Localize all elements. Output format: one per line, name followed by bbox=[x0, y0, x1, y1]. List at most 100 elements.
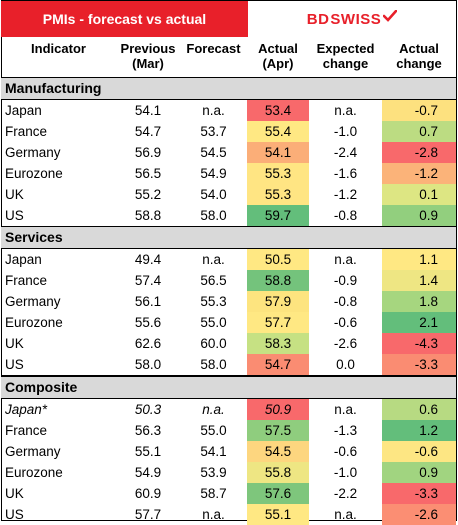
cell-expected-change: n.a. bbox=[334, 251, 357, 267]
table-row: France 57.4 56.5 58.8 -0.9 1.4 bbox=[1, 269, 456, 291]
table-row: Japan* 50.3 n.a. 50.9 n.a. 0.6 bbox=[1, 398, 456, 420]
title-bar: PMIs - forecast vs actual BD SWISS bbox=[1, 1, 456, 37]
cell-expected-change: -1.6 bbox=[333, 165, 358, 181]
cell-forecast: 60.0 bbox=[200, 335, 227, 351]
cell-actual: 55.8 bbox=[247, 461, 309, 483]
cell-actual: 54.7 bbox=[247, 353, 309, 376]
cell-indicator: Eurozone bbox=[5, 314, 63, 330]
cell-indicator: UK bbox=[5, 186, 24, 202]
cell-actual: 55.4 bbox=[247, 120, 309, 142]
table-row: US 58.8 58.0 59.7 -0.8 0.9 bbox=[1, 204, 456, 226]
section-title: Composite bbox=[1, 374, 456, 399]
cell-indicator: Eurozone bbox=[5, 165, 63, 181]
cell-expected-change: n.a. bbox=[334, 102, 357, 118]
cell-forecast: n.a. bbox=[202, 401, 225, 417]
table-row: Eurozone 54.9 53.9 55.8 -1.0 0.9 bbox=[1, 461, 456, 483]
cell-expected-change: -1.0 bbox=[333, 123, 358, 139]
table-row: France 56.3 55.0 57.5 -1.3 1.2 bbox=[1, 419, 456, 441]
cell-actual-change: 0.9 bbox=[382, 204, 456, 226]
cell-previous: 58.8 bbox=[134, 207, 162, 223]
cell-indicator: Eurozone bbox=[5, 464, 63, 480]
header-expected-line1: Expected bbox=[316, 41, 375, 56]
cell-indicator: France bbox=[5, 123, 48, 139]
cell-forecast: 54.9 bbox=[200, 165, 227, 181]
checkmark-icon bbox=[383, 10, 398, 22]
table-row: US 58.0 58.0 54.7 0.0 -3.3 bbox=[1, 353, 456, 376]
cell-indicator: Japan bbox=[5, 251, 42, 267]
section-header: Composite bbox=[1, 374, 456, 399]
cell-indicator: France bbox=[5, 272, 48, 288]
table-row: France 54.7 53.7 55.4 -1.0 0.7 bbox=[1, 120, 456, 142]
page-title: PMIs - forecast vs actual bbox=[1, 1, 248, 37]
cell-indicator: Germany bbox=[5, 144, 61, 160]
cell-previous: 54.7 bbox=[134, 123, 162, 139]
cell-actual: 50.9 bbox=[247, 398, 309, 420]
cell-previous: 54.1 bbox=[134, 102, 162, 118]
table-row: US 57.7 n.a. 55.1 n.a. -2.6 bbox=[1, 503, 456, 525]
cell-actual: 57.7 bbox=[247, 311, 309, 333]
cell-actual: 58.3 bbox=[247, 332, 309, 354]
cell-expected-change: -2.2 bbox=[333, 485, 358, 501]
cell-forecast: n.a. bbox=[202, 506, 225, 522]
cell-actual-change: 0.9 bbox=[382, 461, 456, 483]
cell-actual-change: 1.2 bbox=[382, 419, 456, 441]
cell-actual: 55.1 bbox=[247, 503, 309, 525]
cell-expected-change: -1.3 bbox=[333, 422, 358, 438]
cell-actual-change: 0.1 bbox=[382, 183, 456, 205]
cell-expected-change: 0.0 bbox=[336, 356, 355, 372]
section-header: Services bbox=[1, 225, 456, 249]
cell-forecast: 56.5 bbox=[200, 272, 227, 288]
cell-forecast: 54.0 bbox=[200, 186, 227, 202]
cell-previous: 62.6 bbox=[134, 335, 162, 351]
cell-indicator: Japan bbox=[5, 102, 42, 118]
table-row: Germany 55.1 54.1 54.5 -0.6 -0.6 bbox=[1, 440, 456, 462]
logo-text-swiss: SWISS bbox=[330, 10, 382, 28]
cell-actual: 59.7 bbox=[247, 204, 309, 226]
cell-indicator: UK bbox=[5, 335, 24, 351]
cell-indicator: Germany bbox=[5, 293, 61, 309]
cell-previous: 56.5 bbox=[134, 165, 162, 181]
section-title: Services bbox=[1, 225, 456, 249]
header-row: Indicator Previous (Mar) Forecast Actual(… bbox=[1, 37, 456, 78]
cell-actual-change: -3.3 bbox=[382, 353, 456, 376]
table-row: UK 60.9 58.7 57.6 -2.2 -3.3 bbox=[1, 482, 456, 504]
cell-forecast: 58.0 bbox=[200, 356, 227, 372]
header-actual: Actual (Apr) bbox=[247, 37, 309, 78]
cell-forecast: 55.0 bbox=[200, 314, 227, 330]
cell-actual: 50.5 bbox=[247, 248, 309, 270]
cell-indicator: UK bbox=[5, 485, 24, 501]
cell-actual: 57.5 bbox=[247, 419, 309, 441]
cell-expected-change: -0.6 bbox=[333, 443, 358, 459]
cell-actual-change: 1.4 bbox=[382, 269, 456, 291]
cell-previous: 55.2 bbox=[134, 186, 162, 202]
header-expected-line2: change bbox=[322, 56, 369, 71]
cell-actual-change: -2.8 bbox=[382, 141, 456, 163]
header-forecast: Forecast bbox=[180, 37, 247, 78]
pmi-table: Indicator Previous (Mar) Forecast Actual(… bbox=[1, 37, 456, 525]
header-actual-line2: (Apr) bbox=[262, 56, 294, 71]
cell-previous: 56.1 bbox=[134, 293, 162, 309]
cell-previous: 56.9 bbox=[134, 144, 162, 160]
cell-actual-change: 1.8 bbox=[382, 290, 456, 312]
cell-actual-change: -0.7 bbox=[382, 99, 456, 121]
cell-actual: 58.8 bbox=[247, 269, 309, 291]
cell-forecast: n.a. bbox=[202, 102, 225, 118]
table-row: Eurozone 56.5 54.9 55.3 -1.6 -1.2 bbox=[1, 162, 456, 184]
bdswiss-logo: BD SWISS bbox=[248, 1, 456, 37]
header-previous-line2: (Mar) bbox=[132, 56, 164, 71]
header-indicator: Indicator bbox=[1, 37, 116, 78]
cell-previous: 55.1 bbox=[134, 443, 162, 459]
header-actual-change: Actual change bbox=[382, 37, 456, 78]
cell-expected-change: -0.6 bbox=[333, 314, 358, 330]
cell-forecast: n.a. bbox=[202, 251, 225, 267]
cell-actual-change: 0.6 bbox=[382, 398, 456, 420]
cell-expected-change: -1.2 bbox=[333, 186, 358, 202]
cell-actual-change: 2.1 bbox=[382, 311, 456, 333]
cell-forecast: 54.5 bbox=[200, 144, 227, 160]
cell-forecast: 53.9 bbox=[200, 464, 227, 480]
cell-actual: 57.6 bbox=[247, 482, 309, 504]
cell-forecast: 53.7 bbox=[200, 123, 227, 139]
cell-expected-change: n.a. bbox=[334, 506, 357, 522]
section-header: Manufacturing bbox=[1, 76, 456, 100]
